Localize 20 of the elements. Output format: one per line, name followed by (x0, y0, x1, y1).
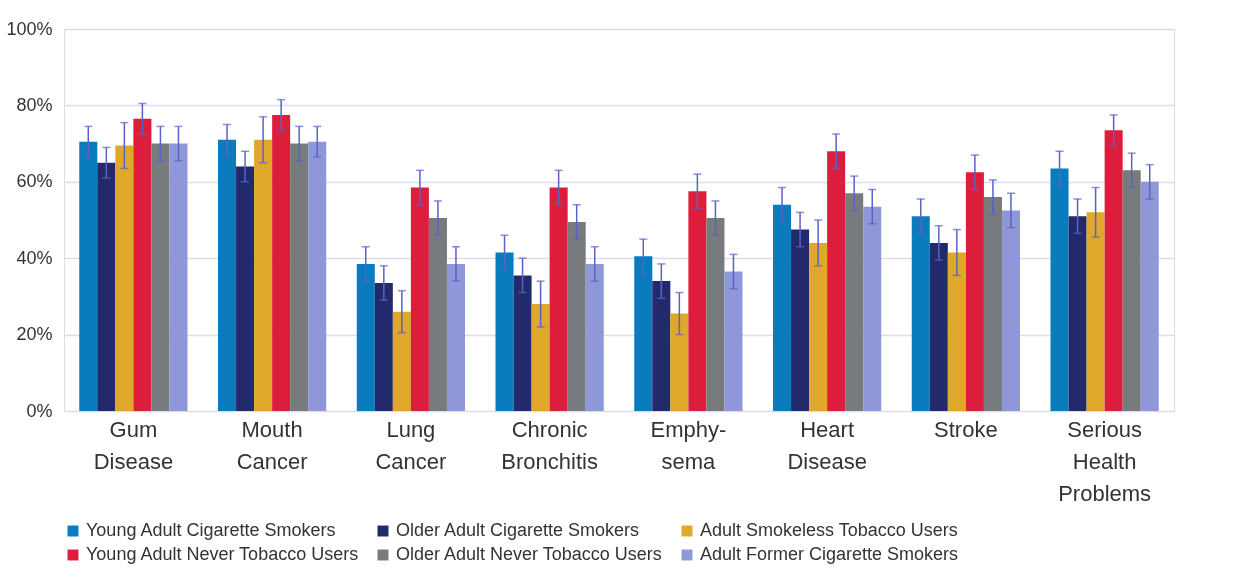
x-tick-label: Chronic Bronchitis (501, 416, 598, 474)
x-tick-label: Emphy- sema (650, 416, 727, 474)
y-tick-label: 20% (16, 324, 53, 345)
y-tick-label: 100% (6, 18, 53, 39)
y-tick-label: 60% (16, 171, 53, 192)
x-tick-label: Gum Disease (93, 416, 174, 474)
legend-label: Adult Smokeless Tobacco Users (700, 520, 958, 540)
y-tick-label: 0% (26, 400, 53, 421)
x-tick-label: Heart Disease (787, 416, 867, 474)
x-tick-label: Mouth Cancer (236, 416, 308, 474)
x-tick-label: Lung Cancer (375, 416, 447, 474)
x-tick-label: Stroke (934, 416, 998, 442)
legend-label: Older Adult Never Tobacco Users (396, 544, 662, 564)
legend-label: Young Adult Cigarette Smokers (86, 520, 336, 540)
y-tick-label: 80% (16, 94, 53, 115)
x-tick-label: Serious Health Problems (1058, 416, 1152, 506)
legend-label: Older Adult Cigarette Smokers (396, 520, 640, 540)
legend-label: Adult Former Cigarette Smokers (700, 544, 959, 564)
legend-label: Young Adult Never Tobacco Users (86, 544, 359, 564)
y-tick-label: 40% (16, 247, 53, 268)
